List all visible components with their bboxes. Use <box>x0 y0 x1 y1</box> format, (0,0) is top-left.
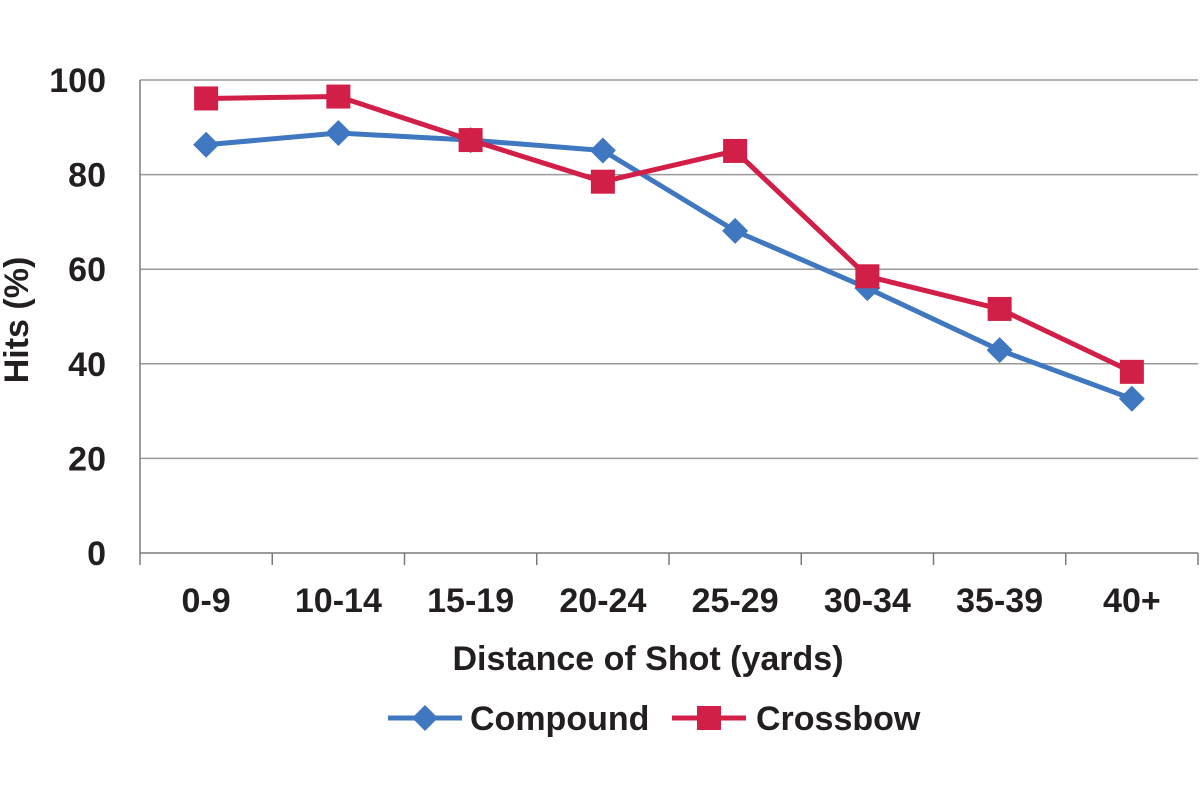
axes <box>139 80 1199 565</box>
x-tick-label: 30-34 <box>824 582 911 620</box>
legend: Compound Crossbow <box>388 700 921 738</box>
y-tick-label: 0 <box>87 535 106 573</box>
x-tick-label: 20-24 <box>559 582 646 620</box>
crossbow-point <box>194 86 219 111</box>
series-compound <box>193 119 1145 412</box>
crossbow-point <box>1119 359 1144 384</box>
crossbow-point <box>987 296 1012 321</box>
x-tick-label: 35-39 <box>956 582 1043 620</box>
compound-line <box>205 130 1133 402</box>
y-tick-label: 40 <box>68 346 106 384</box>
legend-swatch-marker <box>697 706 721 730</box>
x-tick-labels: 0-9 10-14 15-19 20-24 25-29 30-34 35-39 40+ <box>182 582 1161 620</box>
y-tick-label: 20 <box>68 440 106 478</box>
compound-point <box>722 217 749 244</box>
x-axis-title: Distance of Shot (yards) <box>452 640 843 678</box>
y-tick-label: 80 <box>68 157 106 195</box>
y-tick-label: 100 <box>49 62 106 100</box>
legend-item-compound: Compound <box>388 700 649 738</box>
x-tick-label: 40+ <box>1103 582 1161 620</box>
x-tick-label: 0-9 <box>182 582 231 620</box>
x-tick-label: 10-14 <box>295 582 382 620</box>
compound-point <box>986 337 1013 364</box>
crossbow-point <box>723 138 748 163</box>
legend-label: Compound <box>470 700 649 738</box>
gridlines <box>140 79 1198 460</box>
x-tick-label: 15-19 <box>427 582 514 620</box>
compound-point <box>325 119 352 146</box>
crossbow-point <box>458 128 483 153</box>
crossbow-point <box>855 264 880 289</box>
y-axis-title: Hits (%) <box>0 257 36 384</box>
compound-point <box>589 137 616 164</box>
series <box>193 84 1145 412</box>
y-tick-label: 60 <box>68 251 106 289</box>
y-tick-labels: 0 20 40 60 80 100 <box>49 62 106 573</box>
compound-point <box>1118 385 1145 412</box>
legend-label: Crossbow <box>756 700 921 738</box>
compound-point <box>193 131 220 158</box>
crossbow-point <box>590 169 615 194</box>
crossbow-point <box>326 84 351 109</box>
crossbow-line <box>206 94 1133 375</box>
series-crossbow <box>194 84 1144 384</box>
legend-item-crossbow: Crossbow <box>672 700 921 738</box>
x-tick-label: 25-29 <box>692 582 779 620</box>
legend-swatch-marker <box>412 705 438 731</box>
